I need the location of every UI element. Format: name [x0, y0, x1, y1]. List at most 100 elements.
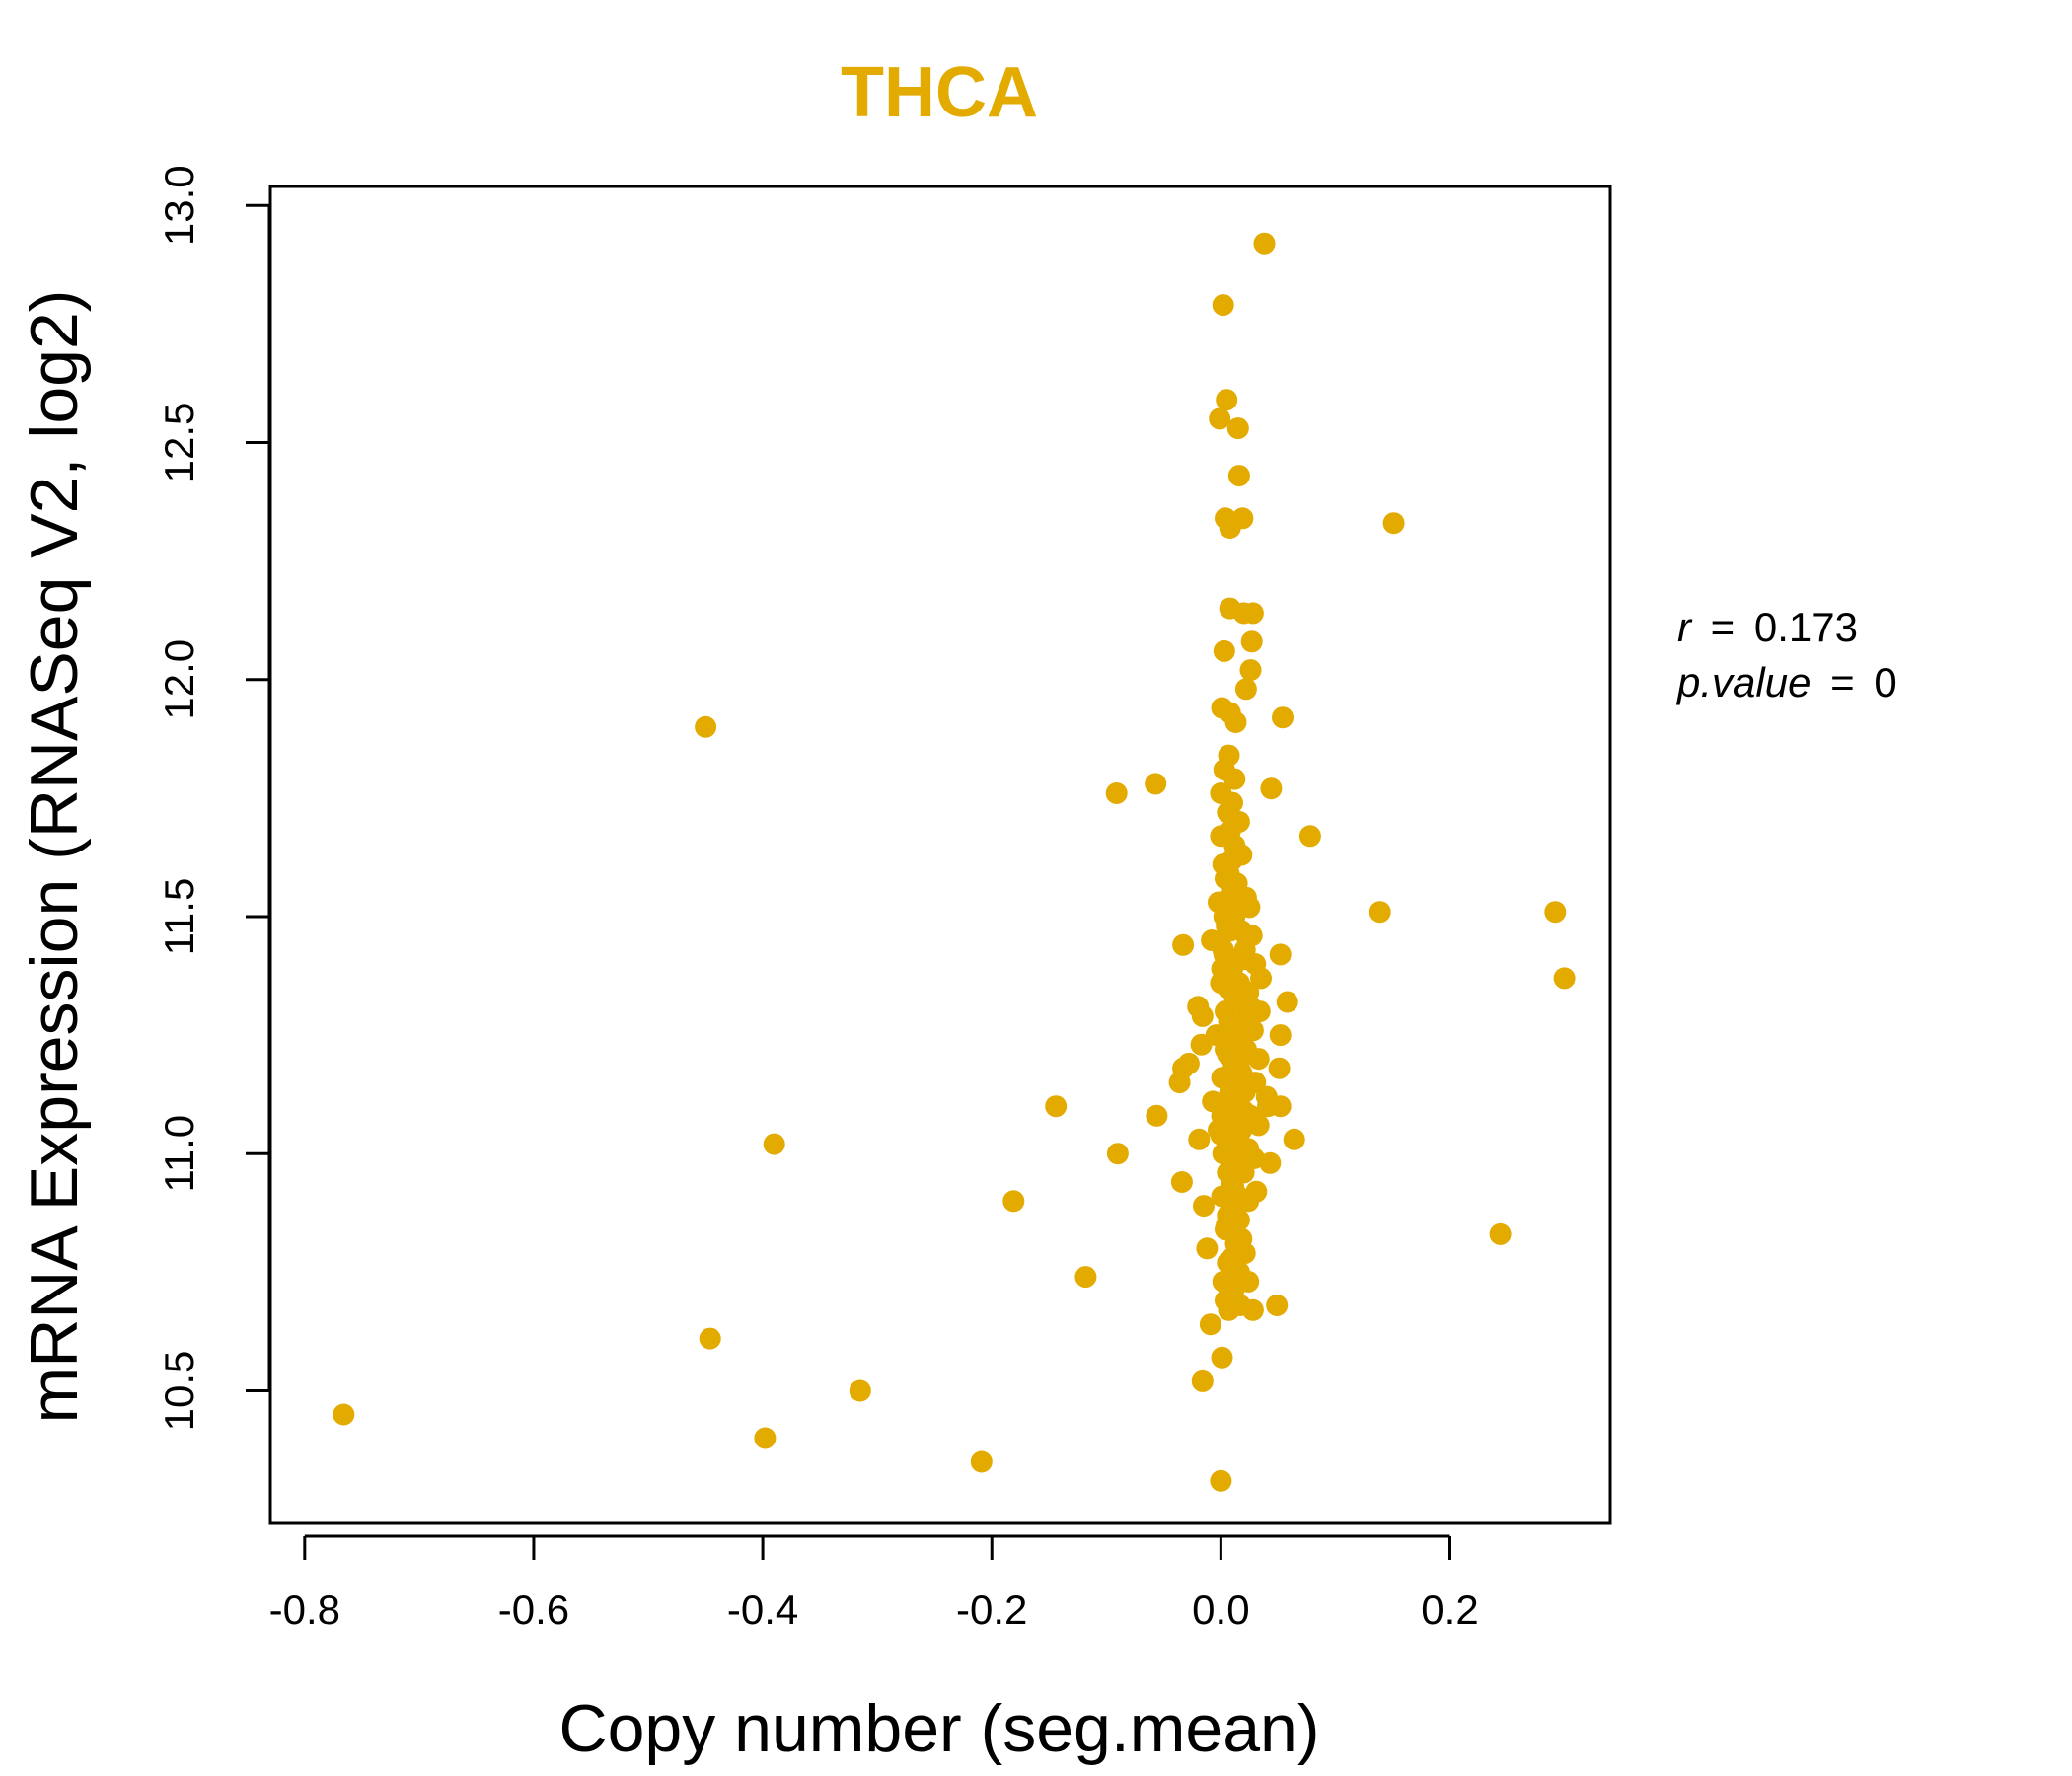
data-point: [1269, 1024, 1292, 1047]
data-point: [1211, 1346, 1233, 1369]
x-tick-label: -0.6: [498, 1587, 569, 1633]
data-point: [1199, 1313, 1221, 1336]
data-point: [1221, 849, 1243, 871]
data-point: [1221, 957, 1243, 980]
data-point: [763, 1133, 785, 1155]
p-value-stat: p.value = 0: [1675, 659, 1897, 705]
data-point: [1230, 991, 1253, 1013]
data-point: [1172, 933, 1195, 956]
data-point: [1232, 602, 1255, 625]
data-point: [1226, 417, 1249, 440]
data-point: [1234, 678, 1257, 701]
data-point: [1226, 1138, 1249, 1160]
data-point: [1106, 1143, 1129, 1165]
y-axis-title: mRNA Expression (RNASeq V2, log2): [17, 290, 92, 1424]
r-equals: =: [1711, 604, 1736, 650]
data-point: [1221, 1246, 1243, 1269]
data-point: [333, 1403, 355, 1426]
data-point: [1269, 1095, 1292, 1118]
data-point: [1211, 1067, 1233, 1089]
r-label: r: [1677, 604, 1693, 650]
x-tick-label: 0.2: [1421, 1587, 1478, 1633]
y-tick-label: 12.5: [156, 403, 202, 483]
data-point: [1220, 1175, 1242, 1198]
data-point: [1188, 1128, 1211, 1150]
data-point: [1213, 906, 1235, 927]
data-point: [1191, 1369, 1214, 1392]
y-tick-label: 11.0: [156, 1115, 202, 1193]
data-point: [1216, 389, 1238, 411]
data-point: [1276, 991, 1298, 1013]
data-point: [1259, 1151, 1282, 1174]
x-tick-label: 0.0: [1192, 1587, 1249, 1633]
data-point: [1212, 294, 1234, 317]
data-point: [1105, 782, 1128, 804]
data-point: [1216, 1214, 1238, 1236]
data-point: [1045, 1095, 1068, 1118]
x-tick-label: -0.8: [269, 1587, 340, 1633]
data-point: [1145, 773, 1167, 795]
data-point: [754, 1427, 777, 1449]
data-point: [1193, 1195, 1215, 1218]
data-point: [1218, 1009, 1240, 1032]
data-point: [1269, 943, 1292, 966]
data-point: [1247, 1114, 1270, 1137]
data-point: [1268, 1057, 1291, 1079]
data-point: [1369, 901, 1391, 924]
data-point: [695, 715, 717, 738]
y-axis: 10.5 11.0 11.5 12.0 12.5 13.0: [156, 165, 271, 1432]
data-point: [1227, 465, 1250, 487]
data-point: [1223, 768, 1246, 790]
data-point: [1489, 1222, 1512, 1245]
p-equals: =: [1830, 659, 1855, 705]
data-point: [1002, 1190, 1025, 1213]
y-tick-label: 10.5: [156, 1351, 202, 1432]
data-point: [1298, 825, 1321, 848]
data-point: [1146, 1104, 1168, 1127]
data-point: [1220, 1156, 1242, 1179]
data-point: [1234, 925, 1257, 947]
data-point: [1236, 1072, 1259, 1094]
correlation-stat: r = 0.173: [1677, 604, 1858, 650]
data-point: [1544, 901, 1567, 924]
data-point: [1218, 1298, 1240, 1321]
y-tick-label: 12.0: [156, 639, 202, 720]
x-axis: -0.8 -0.6 -0.4 -0.2 0.0 0.2: [269, 1534, 1479, 1633]
data-point: [1211, 1104, 1233, 1127]
data-point: [1239, 659, 1262, 682]
data-point: [1170, 1171, 1193, 1193]
plot-frame: [268, 185, 1612, 1525]
data-point: [970, 1450, 993, 1473]
data-point: [1222, 877, 1245, 900]
data-point: [1209, 407, 1231, 430]
data-point: [699, 1327, 721, 1350]
x-axis-title: Copy number (seg.mean): [558, 1691, 1319, 1766]
data-point: [1553, 967, 1576, 990]
data-point: [1196, 1237, 1219, 1260]
data-point: [1250, 967, 1272, 990]
chart-title: THCA: [841, 53, 1038, 132]
data-point: [1382, 512, 1405, 535]
data-point: [1218, 1028, 1240, 1051]
data-point: [1240, 630, 1263, 653]
y-tick-label: 13.0: [156, 165, 202, 246]
data-point: [1190, 1033, 1213, 1056]
data-point: [1260, 777, 1283, 800]
data-point: [1283, 1128, 1305, 1150]
data-point: [1168, 1072, 1191, 1094]
data-point: [849, 1379, 871, 1402]
data-point: [1241, 1298, 1264, 1321]
data-point: [1191, 1004, 1214, 1027]
r-value: 0.173: [1754, 604, 1858, 650]
x-tick-label: -0.4: [727, 1587, 798, 1633]
data-point: [1253, 232, 1276, 255]
data-point: [1241, 1019, 1264, 1042]
data-point: [1219, 517, 1241, 539]
data-points: [333, 232, 1576, 1492]
data-point: [1266, 1295, 1289, 1316]
data-point: [1231, 1043, 1254, 1066]
data-point: [1272, 706, 1294, 729]
data-point: [1074, 1266, 1097, 1289]
x-tick-label: -0.2: [956, 1587, 1027, 1633]
